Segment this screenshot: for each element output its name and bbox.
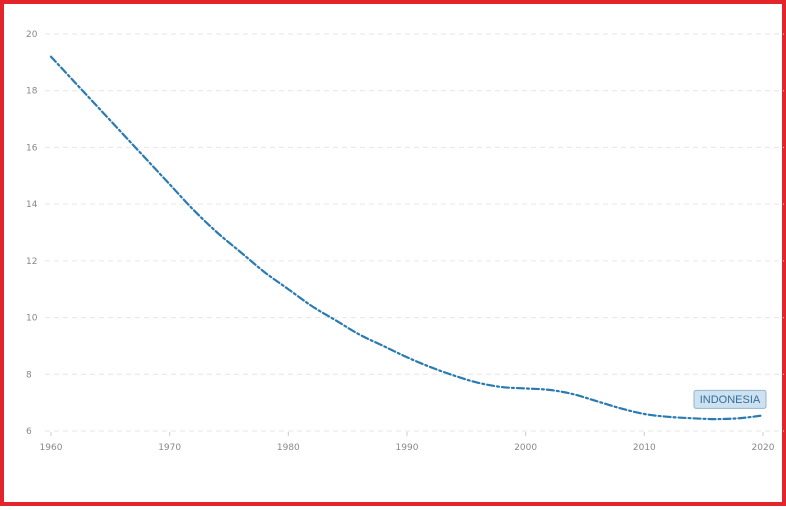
x-tick-label: 2020 — [752, 443, 775, 453]
x-tick-label: 2010 — [633, 443, 656, 453]
series-line-indonesia[interactable] — [49, 55, 765, 421]
x-tick-label: 1970 — [158, 443, 181, 453]
series-label-indonesia[interactable]: INDONESIA — [693, 389, 767, 409]
y-tick-label: 10 — [26, 314, 38, 324]
x-tick-label: 2000 — [514, 443, 537, 453]
y-tick-label: 18 — [26, 87, 38, 97]
series-lines — [49, 55, 765, 421]
y-tick-label: 8 — [26, 370, 32, 380]
y-tick-label: 20 — [26, 30, 38, 40]
x-axis-ticks: 1960 1970 1980 1990 2000 2010 2020 — [40, 432, 775, 453]
x-tick-label: 1990 — [396, 443, 419, 453]
grid-lines — [45, 33, 784, 432]
y-tick-label: 6 — [26, 427, 32, 437]
y-tick-label: 16 — [26, 143, 38, 153]
series-label-text: INDONESIA — [700, 394, 761, 406]
series-label-box — [693, 389, 767, 409]
y-axis-ticks: 6 8 10 12 14 16 18 20 — [26, 30, 38, 437]
line-chart: 6 8 10 12 14 16 18 20 1960 1970 1980 1990 2000 2010 2… — [26, 30, 784, 453]
x-tick-label: 1960 — [40, 443, 63, 453]
y-tick-label: 12 — [26, 257, 37, 267]
y-tick-label: 14 — [26, 200, 38, 210]
series-labels[interactable]: INDONESIA — [693, 389, 767, 409]
x-tick-label: 1980 — [277, 443, 300, 453]
